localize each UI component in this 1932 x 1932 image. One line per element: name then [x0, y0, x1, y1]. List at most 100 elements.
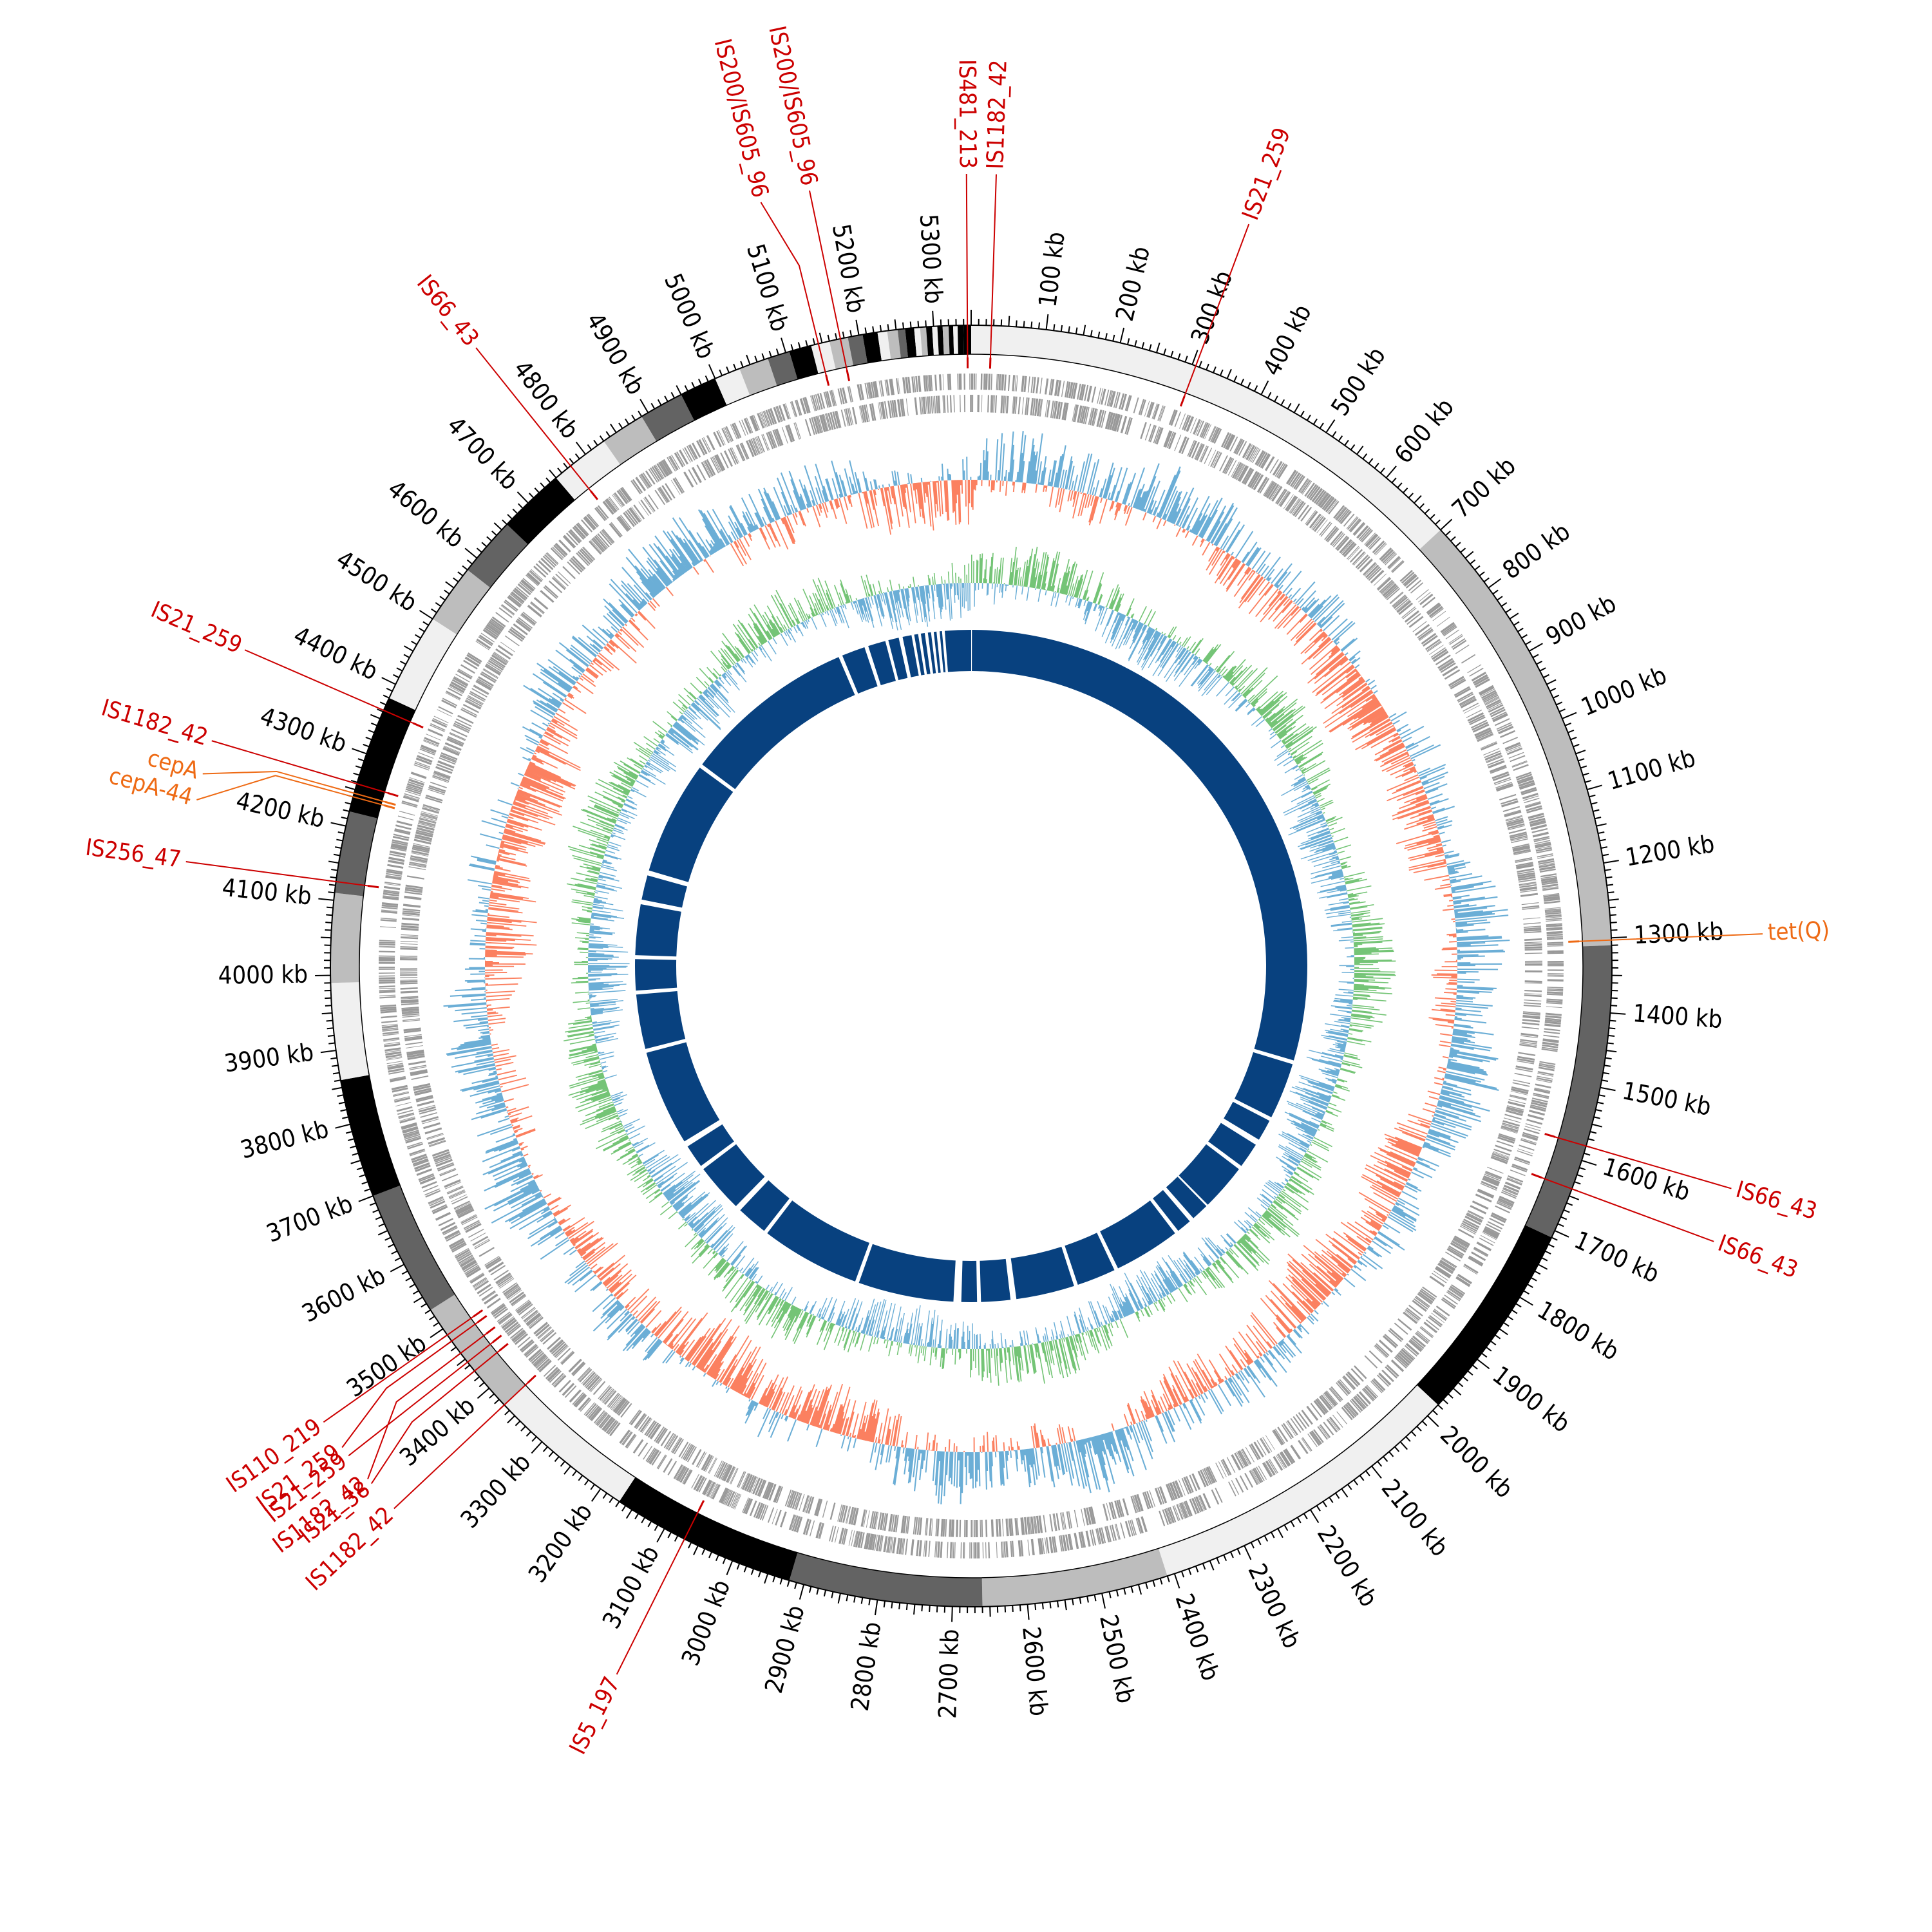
scale-tick-label: 400 kb	[1257, 300, 1316, 381]
feature-label: IS481_213	[954, 59, 981, 169]
contig-segment	[877, 330, 891, 361]
scale-tick-label: 1100 kb	[1604, 743, 1698, 795]
scale-tick-label: 2100 kb	[1376, 1474, 1454, 1562]
scale-tick-label: 4200 kb	[234, 786, 328, 833]
feature-leader-line	[323, 1314, 477, 1423]
scale-tick-label: 4000 kb	[218, 960, 308, 990]
feature-label: IS5_197	[565, 1672, 625, 1758]
blast-hit-ring	[635, 630, 1307, 1302]
scale-tick-label: 3900 kb	[223, 1037, 316, 1077]
feature-leader-line	[185, 860, 372, 887]
feature-leader-line	[393, 1380, 531, 1510]
contig-segment	[1417, 1225, 1552, 1405]
blast-hit-segment	[635, 904, 681, 957]
contig-segment	[914, 327, 923, 357]
contig-segment	[1158, 1385, 1438, 1577]
scale-tick-label: 2800 kb	[846, 1620, 887, 1712]
feature-leader-line	[367, 1331, 489, 1480]
contig-segment	[619, 1477, 798, 1581]
feature-label: IS1182_42	[982, 59, 1012, 169]
feature-label: IS66_43	[1733, 1177, 1820, 1226]
scale-tick-label: 1700 kb	[1570, 1226, 1663, 1289]
contig-segment	[887, 329, 901, 360]
cds-strand-outer	[379, 374, 1564, 1558]
scale-tick-label: 3000 kb	[676, 1576, 736, 1670]
scale-tick-label: 900 kb	[1541, 589, 1621, 651]
gc-skew-negative	[588, 583, 1355, 1349]
contig-segment	[862, 332, 882, 363]
blast-hit-segment	[1224, 1101, 1270, 1140]
feature-leader-line	[1538, 1176, 1714, 1242]
scale-tick-label: 2700 kb	[933, 1629, 964, 1719]
blast-hit-segment	[980, 1258, 1011, 1302]
feature-label: IS66_43	[1714, 1230, 1801, 1283]
contig-segment	[789, 345, 819, 380]
blast-hit-segment	[920, 633, 931, 675]
contig-ring	[330, 325, 1612, 1607]
contig-segment	[641, 394, 694, 442]
scale-tick-label: 4800 kb	[508, 355, 585, 444]
scale-tick-label: 3100 kb	[597, 1541, 665, 1633]
blast-hit-segment	[1179, 1144, 1239, 1205]
contig-segment	[349, 697, 416, 819]
blast-hit-segment	[687, 1124, 734, 1166]
contig-segment	[905, 327, 917, 358]
blast-hit-segment	[767, 1200, 869, 1282]
contig-segment	[603, 416, 657, 465]
blast-hit-segment	[961, 1260, 978, 1302]
cds-track	[379, 374, 1564, 1558]
contig-segment	[948, 325, 954, 355]
scale-tick-label: 1200 kb	[1624, 829, 1717, 872]
feature-leader-line	[809, 190, 849, 374]
blast-hit-segment	[940, 630, 946, 673]
scale-tick-label: 700 kb	[1446, 451, 1521, 524]
contig-segment	[1525, 945, 1612, 1238]
blast-hit-segment	[641, 875, 687, 908]
contig-segment	[942, 325, 950, 355]
feature-leader-line	[1551, 1135, 1732, 1189]
scale-tick-label: 1900 kb	[1487, 1361, 1575, 1438]
blast-hit-segment	[1208, 1122, 1256, 1166]
feature-leader-line	[1182, 223, 1250, 400]
contig-segment	[925, 326, 934, 356]
blast-hit-segment	[1153, 1189, 1190, 1231]
blast-hit-segment	[646, 1042, 720, 1142]
feature-leader-line	[244, 649, 417, 725]
contig-segment	[556, 440, 621, 500]
contig-segment	[789, 1552, 983, 1607]
scale-tick-label: 2900 kb	[759, 1602, 810, 1696]
feature-label: IS21_259	[147, 596, 245, 659]
scale-tick-label: 3700 kb	[263, 1189, 357, 1248]
scale-tick-label: 4300 kb	[256, 702, 350, 759]
scale-tick-label: 2300 kb	[1242, 1559, 1306, 1653]
scale-tick-marks	[315, 310, 1627, 1622]
scale-tick-label: 5000 kb	[659, 269, 721, 363]
feature-label: IS200/IS605_96	[709, 36, 773, 200]
feature-leader-line	[1576, 933, 1763, 942]
scale-tick-label: 2200 kb	[1312, 1520, 1383, 1612]
contig-segment	[430, 1294, 526, 1405]
feature-leader-line	[475, 347, 594, 494]
contig-segment	[932, 326, 939, 355]
feature-leader-line	[965, 174, 969, 361]
scale-tick-label: 100 kb	[1033, 230, 1070, 308]
feature-leader-line	[196, 775, 388, 807]
blast-hit-segment	[702, 657, 855, 790]
scale-tick-label: 3300 kb	[455, 1448, 536, 1533]
scale-tick-label: 1600 kb	[1600, 1152, 1694, 1206]
gc-content-below-mean	[485, 480, 1457, 1452]
feature-leader-line	[616, 1507, 701, 1675]
scale-tick-label: 3800 kb	[238, 1115, 332, 1164]
scale-tick-label: 1300 kb	[1633, 917, 1724, 949]
scale-tick-label: 2000 kb	[1435, 1421, 1519, 1504]
contig-segment	[389, 618, 457, 710]
scale-tick-label: 300 kb	[1185, 267, 1238, 348]
scale-tick-label: 2400 kb	[1170, 1590, 1225, 1684]
feature-label: IS256_47	[84, 834, 182, 873]
contig-segment	[848, 334, 868, 366]
blast-hit-segment	[842, 647, 878, 694]
contig-segment	[373, 1185, 455, 1311]
contig-segment	[897, 328, 908, 359]
blast-hit-segment	[972, 630, 1307, 1061]
